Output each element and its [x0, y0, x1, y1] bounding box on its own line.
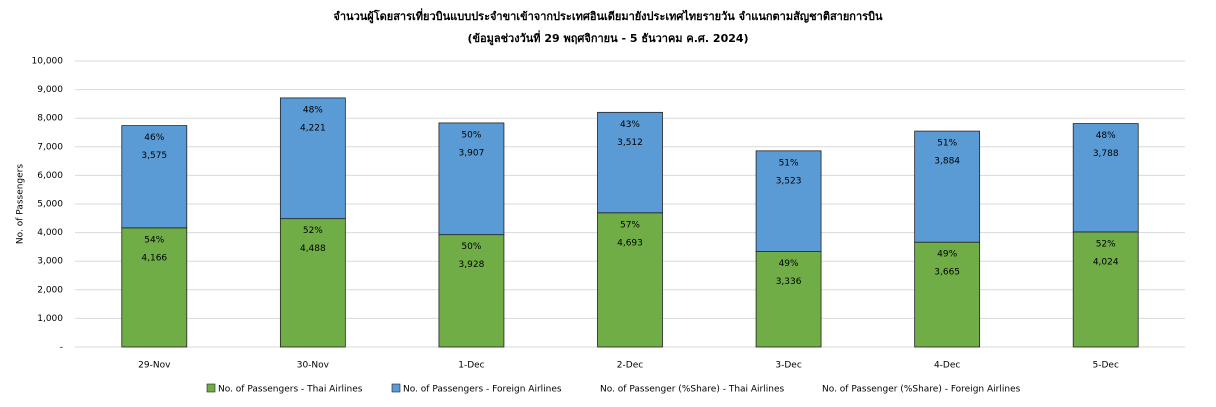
value-label: 4,166 — [141, 253, 167, 263]
bar-segment — [279, 218, 346, 348]
percent-label: 54% — [144, 235, 164, 245]
x-tick-label: 2-Dec — [617, 361, 643, 371]
value-label: 3,512 — [617, 138, 643, 148]
value-label: 3,575 — [141, 151, 167, 161]
percent-label: 50% — [461, 130, 481, 140]
x-tick-label: 29-Nov — [138, 361, 171, 371]
x-tick-label: 30-Nov — [297, 361, 330, 371]
legend-label: No. of Passenger (%Share) - Thai Airline… — [600, 385, 784, 395]
y-tick-label: 9,000 — [37, 85, 63, 95]
value-label: 4,488 — [300, 244, 326, 254]
legend-label: No. of Passengers - Foreign Airlines — [403, 385, 562, 395]
y-axis-label: No. of Passengers — [16, 164, 26, 244]
percent-label: 49% — [937, 250, 957, 260]
percent-label: 49% — [779, 259, 799, 269]
value-label: 3,884 — [934, 157, 960, 167]
y-tick-label: 1,000 — [37, 314, 63, 324]
value-label: 4,221 — [300, 123, 326, 133]
x-tick-label: 4-Dec — [934, 361, 960, 371]
percent-label: 51% — [779, 158, 799, 168]
y-tick-label: 7,000 — [37, 142, 63, 152]
y-tick-label: 8,000 — [37, 114, 63, 124]
bar-segment — [755, 150, 822, 252]
y-tick-label: 10,000 — [32, 57, 64, 67]
legend-swatch — [206, 383, 216, 393]
y-tick-label: 5,000 — [37, 200, 63, 210]
legend-label: No. of Passenger (%Share) - Foreign Airl… — [822, 385, 1021, 395]
percent-label: 52% — [1096, 239, 1116, 249]
legend-swatch — [391, 383, 401, 393]
percent-label: 57% — [620, 220, 640, 230]
value-label: 3,665 — [934, 268, 960, 278]
value-label: 4,693 — [617, 238, 643, 248]
x-tick-label: 3-Dec — [775, 361, 801, 371]
bar-segment — [1072, 123, 1139, 233]
legend-label: No. of Passengers - Thai Airlines — [218, 385, 363, 395]
percent-label: 50% — [461, 242, 481, 252]
percent-label: 46% — [144, 133, 164, 143]
value-label: 3,928 — [459, 260, 485, 270]
bar-segment — [279, 97, 346, 220]
bar-segment — [914, 241, 981, 348]
percent-label: 48% — [303, 105, 323, 115]
bar-segment — [121, 227, 188, 348]
y-tick-label: 4,000 — [37, 228, 63, 238]
percent-label: 43% — [620, 120, 640, 130]
bar-segment — [1072, 231, 1139, 348]
value-label: 4,024 — [1093, 257, 1119, 267]
chart-title: จำนวนผู้โดยสารเที่ยวบินแบบประจำขาเข้าจาก… — [333, 8, 883, 24]
y-tick-label: - — [60, 343, 63, 353]
percent-label: 48% — [1096, 131, 1116, 141]
value-label: 3,788 — [1093, 149, 1119, 159]
x-tick-label: 5-Dec — [1093, 361, 1119, 371]
bar-segment — [121, 125, 188, 229]
bar-segment — [597, 111, 663, 214]
value-label: 3,336 — [776, 277, 802, 287]
bar-segment — [438, 234, 505, 348]
y-tick-label: 3,000 — [37, 257, 63, 267]
y-tick-label: 6,000 — [37, 171, 63, 181]
percent-label: 52% — [303, 226, 323, 236]
chart-subtitle: (ข้อมูลช่วงวันที่ 29 พฤศจิกายน - 5 ธันวา… — [467, 30, 748, 46]
bar-segment — [597, 212, 663, 348]
value-label: 3,907 — [459, 148, 485, 158]
bar-segment — [438, 122, 505, 236]
y-tick-label: 2,000 — [37, 285, 63, 295]
value-label: 3,523 — [776, 176, 802, 186]
x-tick-label: 1-Dec — [458, 361, 484, 371]
bar-segment — [914, 130, 981, 243]
bar-segment — [755, 251, 822, 348]
percent-label: 51% — [937, 139, 957, 149]
